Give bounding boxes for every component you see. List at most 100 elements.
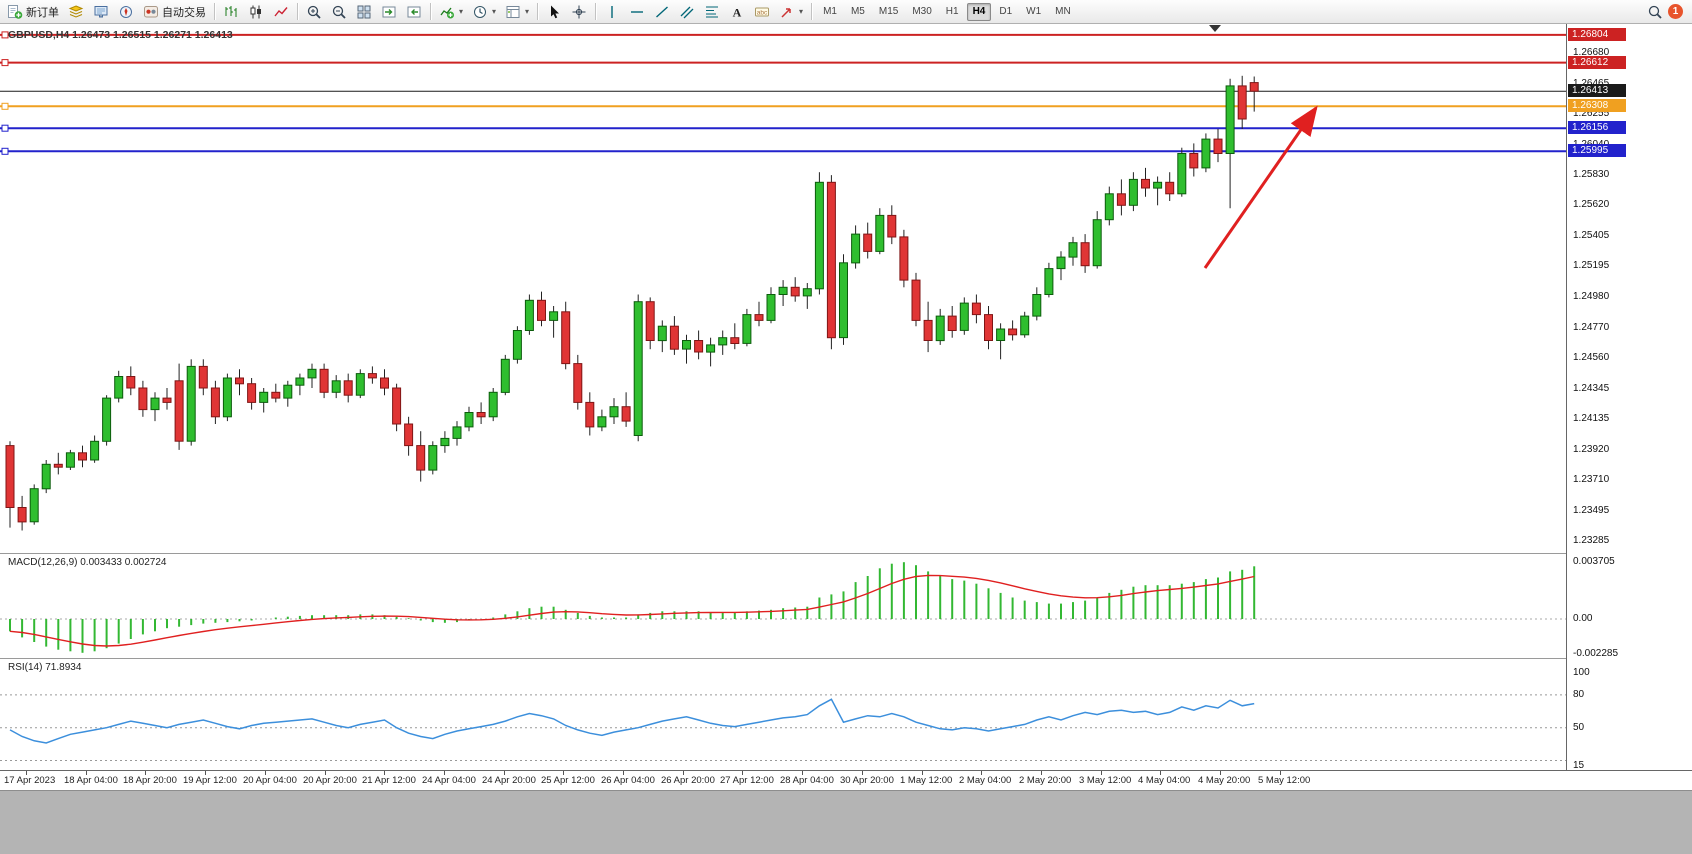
timeframe-button-h1[interactable]: H1 [940,3,965,21]
candle-chart-button[interactable] [244,2,268,22]
periods-button[interactable]: ▾ [468,2,500,22]
bar-chart-button[interactable] [219,2,243,22]
time-label: 26 Apr 20:00 [661,775,715,786]
chevron-down-icon: ▾ [459,6,464,16]
time-label: 27 Apr 12:00 [720,775,774,786]
autotrading-icon [144,5,158,17]
price-tag: 1.26413 [1568,84,1626,97]
price-tag: 1.26308 [1568,99,1626,112]
y-axis-label: 1.25620 [1573,199,1610,210]
arrows-button[interactable]: ▾ [775,2,807,22]
cursor-button[interactable] [542,2,566,22]
y-axis-label: 1.24345 [1573,383,1610,394]
chart-shift-button[interactable] [402,2,426,22]
timeframe-button-h4[interactable]: H4 [966,2,992,21]
time-tick [26,771,27,775]
text-label-button[interactable]: abc [750,2,774,22]
navigator-icon [120,5,132,18]
new-order-label: 新订单 [26,6,59,19]
pane-separator[interactable] [0,553,1692,554]
time-tick [1280,771,1281,775]
time-label: 25 Apr 12:00 [541,775,595,786]
macd-indicator-pane[interactable] [0,554,1566,658]
y-axis-label: 1.24770 [1573,322,1610,333]
svg-text:abc: abc [757,9,768,16]
time-axis[interactable]: 17 Apr 2023 18 Apr 04:00 18 Apr 20:00 19 Ap… [0,770,1692,790]
rsi-axis-label: 100 [1573,667,1590,678]
autotrading-label: 自动交易 [162,6,206,19]
arrow-tool-icon [781,7,791,18]
autotrading-button[interactable]: 自动交易 [139,2,210,22]
timeframe-button-m5[interactable]: M5 [845,3,871,21]
timeframe-button-m30[interactable]: M30 [906,3,937,21]
channel-button[interactable] [675,2,699,22]
templates-button[interactable]: ▾ [501,2,533,22]
time-label: 18 Apr 20:00 [123,775,177,786]
timeframe-button-d1[interactable]: D1 [993,3,1018,21]
time-tick [981,771,982,775]
candlestick-chart[interactable] [0,24,1566,553]
y-axis-label: 1.24560 [1573,352,1610,363]
fibonacci-button[interactable] [700,2,724,22]
horizontal-line-button[interactable] [625,2,649,22]
horizontal-line-icon [631,10,644,13]
rsi-axis-label: 15 [1573,760,1585,771]
y-axis-label: 1.24980 [1573,291,1610,302]
zoom-out-button[interactable] [327,2,351,22]
time-tick [742,771,743,775]
chevron-down-icon: ▾ [525,6,530,16]
horizontal-lines [0,31,1566,155]
search-button[interactable] [1643,2,1667,22]
timeframe-button-mn[interactable]: MN [1049,3,1077,21]
vertical-line-button[interactable] [600,2,624,22]
auto-scroll-button[interactable] [377,2,401,22]
macd-signal-line [9,574,1255,647]
candle-chart-icon [250,5,261,18]
vertical-line-icon [611,5,613,18]
price-tag: 1.25995 [1568,144,1626,157]
time-label: 20 Apr 20:00 [303,775,357,786]
time-tick [802,771,803,775]
time-label: 2 May 04:00 [959,775,1012,786]
zoom-out-icon [332,5,346,19]
time-tick [1101,771,1102,775]
trendline-icon [656,5,669,18]
rsi-label: RSI(14) 71.8934 [8,662,82,673]
notification-badge[interactable]: 1 [1668,4,1683,19]
line-chart-button[interactable] [269,2,293,22]
indicators-button[interactable]: ▾ [435,2,467,22]
timeframe-button-m1[interactable]: M1 [817,3,843,21]
text-label-icon: abc [755,7,770,16]
time-label: 4 May 20:00 [1198,775,1251,786]
navigator-button[interactable] [114,2,138,22]
price-axis[interactable]: 1.266801.264651.262551.260401.258301.256… [1566,24,1692,771]
channel-icon [680,6,694,18]
time-tick [325,771,326,775]
y-axis-label: 1.23285 [1573,535,1610,546]
toolbar-separator [595,3,597,20]
zoom-in-button[interactable] [302,2,326,22]
trend-arrow[interactable] [1203,105,1318,269]
data-window-button[interactable] [89,2,113,22]
cursor-icon [551,5,560,18]
main-toolbar: 新订单 自动交易 [0,0,1692,24]
pane-separator[interactable] [0,658,1692,659]
timeframe-button-m15[interactable]: M15 [873,3,904,21]
y-axis-label: 1.25405 [1573,230,1610,241]
tile-windows-button[interactable] [352,2,376,22]
time-label: 3 May 12:00 [1079,775,1132,786]
trendline-button[interactable] [650,2,674,22]
time-tick [145,771,146,775]
chevron-down-icon: ▾ [799,6,804,16]
new-order-icon [8,4,23,19]
profiles-button[interactable] [64,2,88,22]
rsi-indicator-pane[interactable] [0,659,1566,770]
svg-text:A: A [733,5,742,19]
crosshair-button[interactable] [567,2,591,22]
new-order-button[interactable]: 新订单 [3,2,63,22]
timeframe-button-w1[interactable]: W1 [1020,3,1047,21]
time-tick [862,771,863,775]
time-tick [623,771,624,775]
text-button[interactable]: A [725,2,749,22]
terminal-strip [0,790,1692,854]
